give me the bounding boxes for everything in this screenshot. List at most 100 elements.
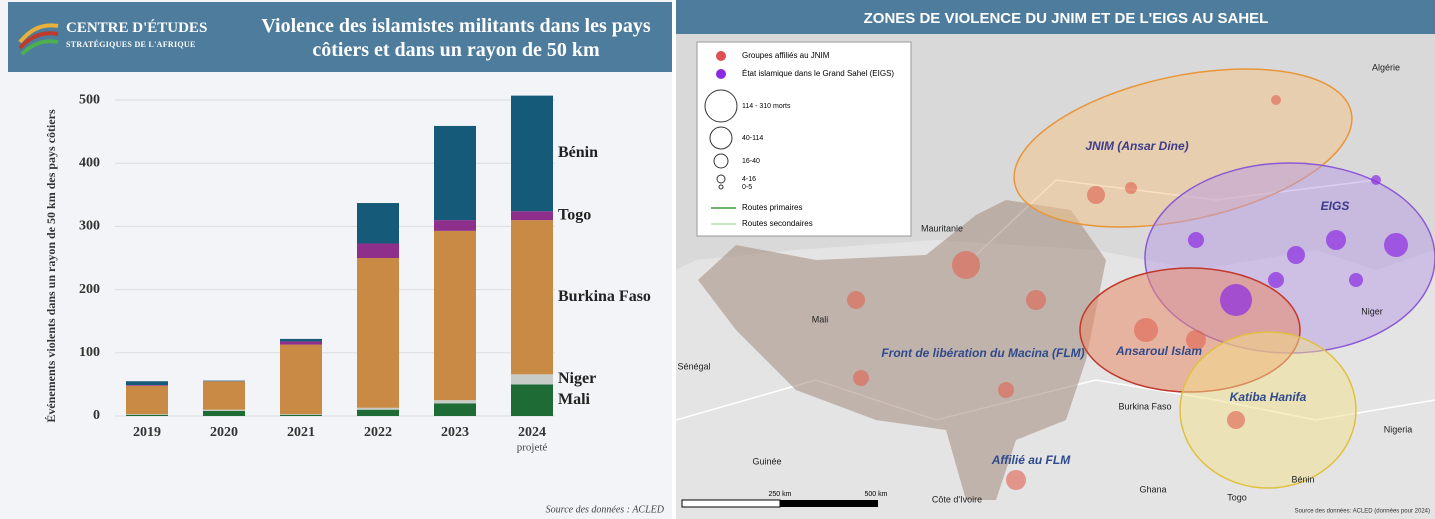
zone-label: JNIM (Ansar Dine) xyxy=(1085,139,1188,153)
bar-segment xyxy=(126,385,168,386)
bar-segment xyxy=(203,380,245,382)
chart: Événements violents dans un rayon de 50 … xyxy=(44,92,665,515)
bar-segment xyxy=(357,407,399,410)
bar-segment xyxy=(126,381,168,386)
logo-subtext: STRATÉGIQUES DE L'AFRIQUE xyxy=(66,40,196,49)
bar-segment xyxy=(280,341,322,345)
bar-segment xyxy=(511,374,553,385)
road-label: Routes primaires xyxy=(742,203,802,212)
bar-segment xyxy=(511,211,553,221)
y-tick-label: 400 xyxy=(79,155,100,170)
legend-label: État islamique dans le Grand Sahel (EIGS… xyxy=(742,69,894,78)
legend-label: Togo xyxy=(558,206,591,223)
header: CENTRE D'ÉTUDES STRATÉGIQUES DE L'AFRIQU… xyxy=(8,2,672,72)
y-tick-label: 0 xyxy=(93,408,100,423)
bar-segment xyxy=(203,409,245,411)
zone-label: Ansaroul Islam xyxy=(1115,344,1202,358)
size-label: 114 - 310 morts xyxy=(742,103,791,110)
x-tick-label: 2022 xyxy=(364,425,392,440)
country-label: Mali xyxy=(812,314,829,324)
x-tick-label: 2024 xyxy=(518,425,546,440)
bar-segment xyxy=(126,385,168,415)
size-label: 16-40 xyxy=(742,158,760,165)
legend-swatch xyxy=(716,51,726,61)
legend-label: Burkina Faso xyxy=(558,288,651,305)
map-source: Source des données: ACLED (données pour … xyxy=(1295,509,1430,515)
size-label: 4-16 xyxy=(742,176,756,183)
legend-label: Groupes affiliés au JNIM xyxy=(742,51,830,60)
bar-segment xyxy=(280,414,322,416)
bar-segment xyxy=(357,409,399,416)
zone-label: Front de libération du Macina (FLM) xyxy=(881,346,1084,360)
y-axis-label: Événements violents dans un rayon de 50 … xyxy=(44,109,58,423)
country-label: Ghana xyxy=(1139,484,1166,494)
legend-box xyxy=(696,41,912,237)
map-title: ZONES DE VIOLENCE DU JNIM ET DE L'EIGS A… xyxy=(864,10,1269,27)
bar-segment xyxy=(434,220,476,231)
size-legend-circles xyxy=(704,89,738,190)
bar-segment xyxy=(357,258,399,408)
event-dots-eigs xyxy=(1188,175,1408,316)
bar-segment xyxy=(511,220,553,375)
zone-label: EIGS xyxy=(1321,199,1350,213)
x-tick-label: 2019 xyxy=(133,425,161,440)
country-label: Sénégal xyxy=(677,361,710,371)
bar-segment xyxy=(511,384,553,416)
bar-segment xyxy=(280,414,322,415)
country-labels: Algérie Mauritanie Mali Niger Sénégal Burkina… xyxy=(677,62,1412,504)
logo-text: CENTRE D'ÉTUDES xyxy=(66,20,208,36)
country-label: Algérie xyxy=(1372,62,1400,72)
map-header xyxy=(676,0,1435,34)
road-label: Routes secondaires xyxy=(742,219,813,228)
y-tick-label: 200 xyxy=(79,282,100,297)
legend-label: Bénin xyxy=(558,144,598,161)
country-label: Nigeria xyxy=(1384,424,1413,434)
country-label: Guinée xyxy=(752,456,781,466)
x-tick-label: 2020 xyxy=(210,425,238,440)
zone-label: Katiba Hanifa xyxy=(1230,390,1307,404)
legend-label: Niger xyxy=(558,370,596,387)
chart-panel: CENTRE D'ÉTUDES STRATÉGIQUES DE L'AFRIQU… xyxy=(0,0,672,519)
zone-label: Affilié au FLM xyxy=(991,453,1071,467)
x-tick-label: 2023 xyxy=(441,425,469,440)
country-label: Burkina Faso xyxy=(1118,401,1171,411)
bar-segment xyxy=(357,243,399,259)
bar-segment xyxy=(434,125,476,221)
size-label: 0-5 xyxy=(742,184,752,191)
scale-label: 250 km xyxy=(769,491,792,498)
annotation: projeté xyxy=(517,442,548,454)
bar-segment xyxy=(280,338,322,342)
legend-label: Mali xyxy=(558,391,591,408)
y-tick-label: 100 xyxy=(79,345,100,360)
map: ZONES DE VIOLENCE DU JNIM ET DE L'EIGS A… xyxy=(676,0,1435,519)
scale-label: 500 km xyxy=(865,491,888,498)
country-label: Côte d'Ivoire xyxy=(932,494,982,504)
country-label: Togo xyxy=(1227,492,1247,502)
bar-segment xyxy=(434,230,476,401)
scale-bar xyxy=(681,499,781,508)
bar-segment xyxy=(511,95,553,212)
x-tick-label: 2021 xyxy=(287,425,315,440)
bar-segment xyxy=(203,381,245,410)
y-tick-label: 300 xyxy=(79,219,100,234)
bar-segment xyxy=(126,414,168,416)
zone-katiba xyxy=(1179,331,1357,489)
size-label: 40-114 xyxy=(742,135,763,142)
bar-segment xyxy=(357,203,399,244)
chart-title: Violence des islamistes militants dans l… xyxy=(261,15,651,61)
bar-segment xyxy=(126,414,168,415)
zone-flm xyxy=(698,200,1106,500)
bar-segment xyxy=(203,410,245,416)
country-label: Mauritanie xyxy=(921,223,963,233)
event-dots xyxy=(847,95,1281,490)
source: Source des données : ACLED xyxy=(546,504,665,515)
y-tick-label: 500 xyxy=(79,92,100,107)
bar-segment xyxy=(280,344,322,415)
country-label: Bénin xyxy=(1291,474,1314,484)
scale-bar xyxy=(780,500,878,507)
zone-labels: JNIM (Ansar Dine) EIGS Front de libération… xyxy=(881,139,1349,467)
legend-swatch xyxy=(716,69,726,79)
logo-icon xyxy=(18,23,59,56)
bar-segment xyxy=(434,403,476,416)
